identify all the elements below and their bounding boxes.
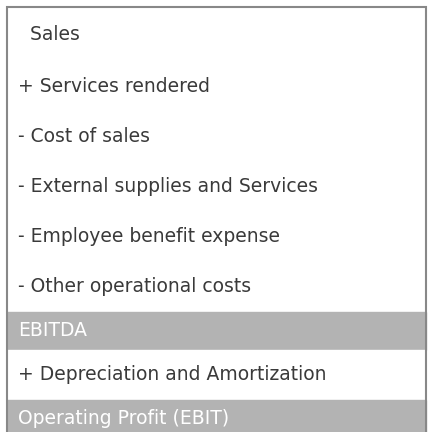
- Bar: [7, 112, 426, 162]
- Text: - Other operational costs: - Other operational costs: [18, 277, 251, 296]
- Text: - Employee benefit expense: - Employee benefit expense: [18, 228, 280, 247]
- Text: EBITDA: EBITDA: [18, 321, 87, 340]
- Text: + Depreciation and Amortization: + Depreciation and Amortization: [18, 365, 326, 384]
- Bar: [7, 350, 426, 400]
- Text: Operating Profit (EBIT): Operating Profit (EBIT): [18, 410, 229, 429]
- Text: - External supplies and Services: - External supplies and Services: [18, 178, 318, 197]
- Bar: [7, 212, 426, 262]
- Text: + Services rendered: + Services rendered: [18, 77, 210, 96]
- Bar: [7, 400, 426, 432]
- Bar: [7, 162, 426, 212]
- Bar: [7, 262, 426, 312]
- Bar: [7, 7, 426, 62]
- Bar: [7, 62, 426, 112]
- Bar: [7, 312, 426, 350]
- Text: - Cost of sales: - Cost of sales: [18, 127, 150, 146]
- Text: Sales: Sales: [18, 25, 80, 44]
